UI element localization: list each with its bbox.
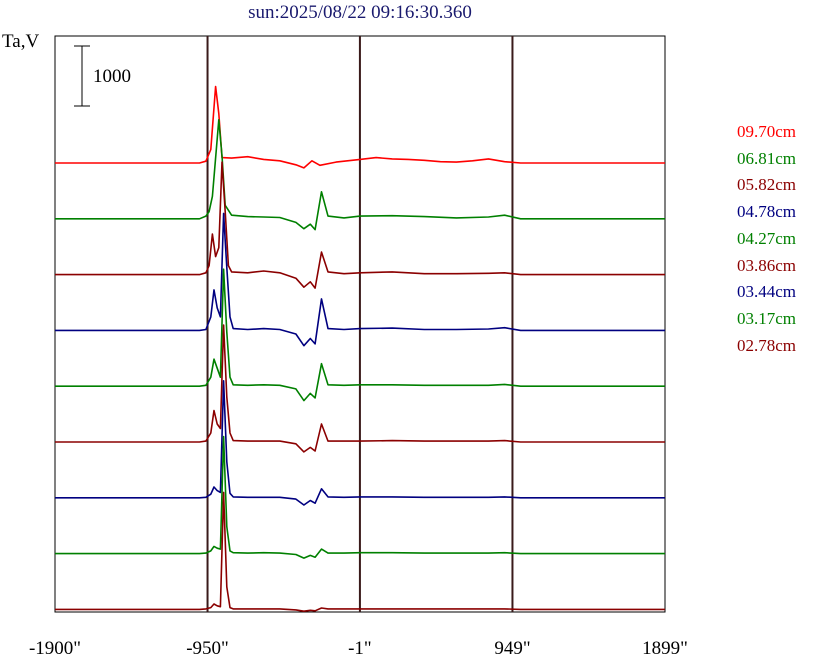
- scale-bar-label: 1000: [93, 66, 131, 87]
- traces-group: [55, 85, 665, 612]
- legend-entry: 02.78cm: [737, 335, 797, 355]
- legend-entry: 03.17cm: [737, 308, 797, 328]
- legend-entry: 04.27cm: [737, 228, 797, 248]
- y-axis-label: Ta,V: [2, 31, 40, 52]
- x-tick-labels: -1900" -950" -1" 949" 1899": [29, 638, 688, 659]
- x-tick-label: 1899": [642, 638, 688, 659]
- legend-entry: 06.81cm: [737, 148, 797, 168]
- x-tick-label: 949": [494, 638, 530, 659]
- legend-entry: 04.78cm: [737, 202, 797, 222]
- x-tick-label: -1900": [29, 638, 81, 659]
- scale-bar: 1000: [74, 45, 131, 107]
- vertical-reference-lines: [206, 36, 514, 612]
- x-tick-label: -1": [348, 638, 372, 659]
- x-tick-label: -950": [186, 638, 229, 659]
- legend-entry: 03.86cm: [737, 255, 797, 275]
- trace-03.86cm: [55, 324, 665, 453]
- trace-05.82cm: [55, 161, 665, 289]
- trace-06.81cm: [55, 119, 665, 231]
- chart-title: sun:2025/08/22 09:16:30.360: [248, 2, 472, 23]
- legend-entry: 03.44cm: [737, 282, 797, 302]
- legend-entry: 09.70cm: [737, 122, 797, 141]
- trace-03.17cm: [55, 435, 665, 559]
- legend-entry: 05.82cm: [737, 175, 797, 195]
- trace-03.44cm: [55, 380, 665, 506]
- trace-04.78cm: [55, 212, 665, 347]
- trace-02.78cm: [55, 491, 665, 612]
- trace-09.70cm: [55, 85, 665, 169]
- trace-04.27cm: [55, 268, 665, 402]
